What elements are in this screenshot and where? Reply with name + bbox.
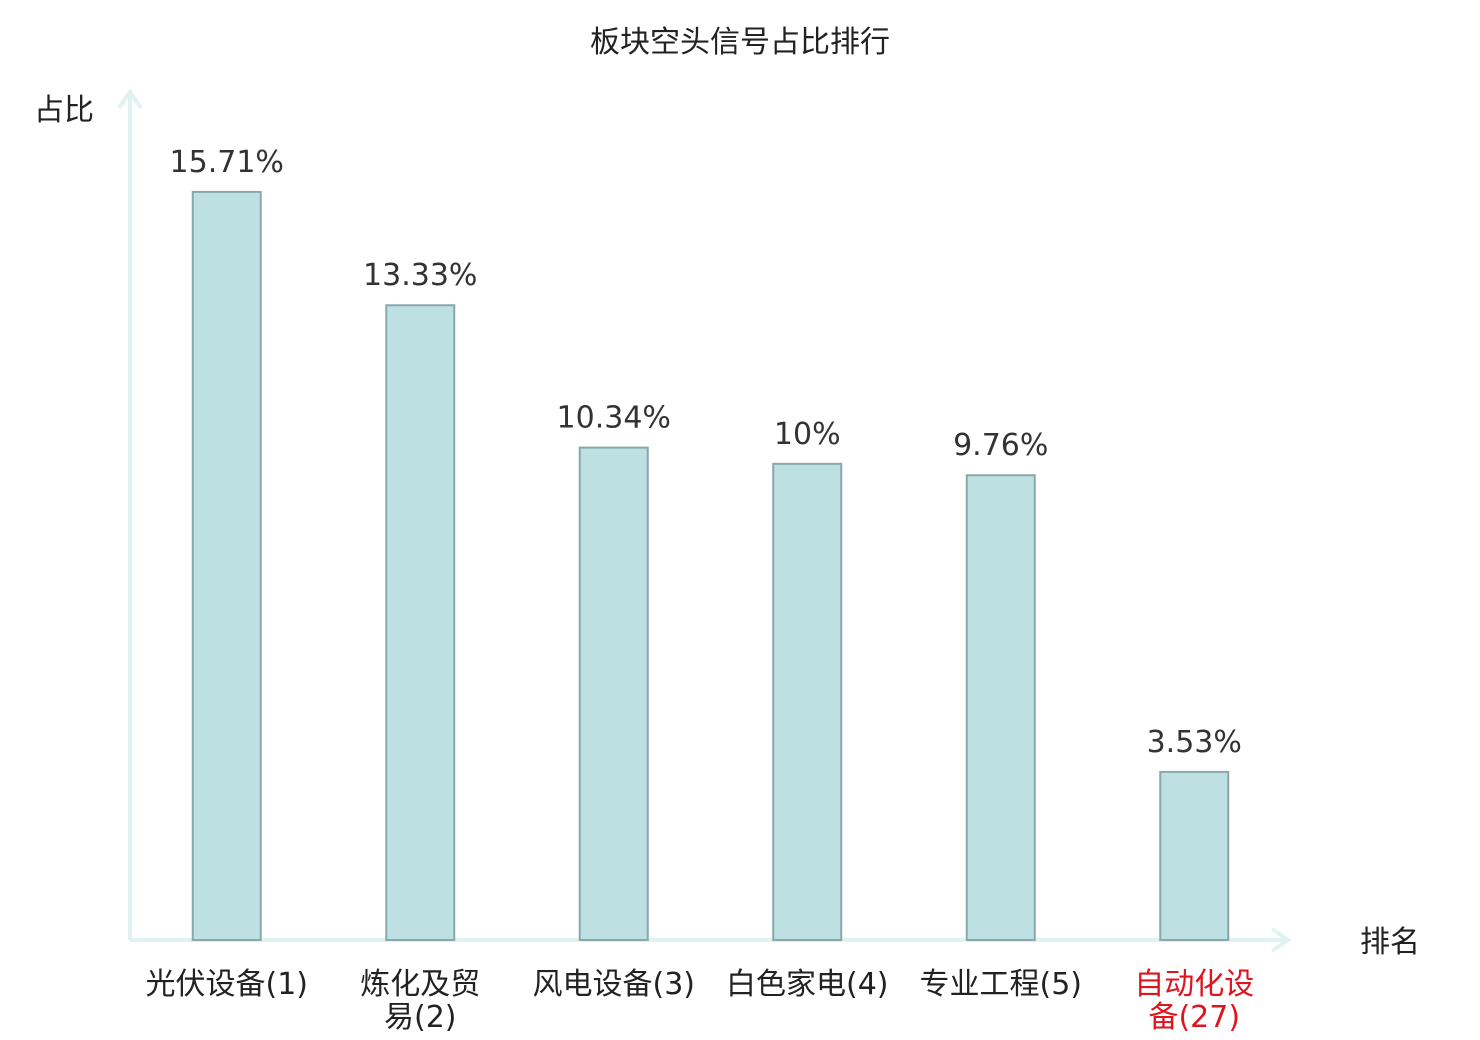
x-tick-label-2: 炼化及贸易(2) xyxy=(360,967,480,1035)
x-axis-label: 排名 xyxy=(1360,925,1420,960)
bar-6 xyxy=(1159,770,1230,942)
x-tick-label-6: 自动化设备(27) xyxy=(1134,967,1254,1035)
x-tick-label-line: 自动化设 xyxy=(1134,967,1254,1002)
y-axis xyxy=(117,88,143,940)
bar-4 xyxy=(772,462,843,941)
value-label-5: 9.76% xyxy=(953,428,1048,463)
x-tick-label-line: 风电设备(3) xyxy=(533,967,696,1002)
x-tick-label-5: 专业工程(5) xyxy=(920,967,1083,1002)
bar-5 xyxy=(965,474,1036,941)
x-tick-labels-group: 光伏设备(1) 炼化及贸易(2) 风电设备(3) 白色家电(4) 专业工程(5) 自动化设… xyxy=(146,967,1255,1035)
value-label-2: 13.33% xyxy=(363,258,477,293)
value-label-3: 10.34% xyxy=(557,401,671,436)
bar-3 xyxy=(578,446,649,941)
y-axis-label: 占比 xyxy=(34,93,94,128)
x-tick-label-line: 白色家电(4) xyxy=(726,967,889,1002)
x-tick-label-3: 风电设备(3) xyxy=(533,967,696,1002)
bar-2 xyxy=(385,304,456,941)
x-axis xyxy=(130,927,1292,953)
x-tick-label-line: 炼化及贸 xyxy=(360,967,480,1002)
x-tick-label-4: 白色家电(4) xyxy=(726,967,889,1002)
bar-1 xyxy=(191,190,262,941)
value-label-6: 3.53% xyxy=(1147,725,1242,760)
value-label-1: 15.71% xyxy=(170,145,284,180)
x-tick-label-line: 易(2) xyxy=(384,1000,457,1035)
value-labels-group: 15.71% 13.33% 10.34% 10% 9.76% 3.53% xyxy=(170,145,1242,760)
value-label-4: 10% xyxy=(774,417,841,452)
x-tick-label-1: 光伏设备(1) xyxy=(146,967,309,1002)
x-tick-label-line: 备(27) xyxy=(1148,1000,1240,1035)
chart-title: 板块空头信号占比排行 xyxy=(590,25,890,60)
x-tick-label-line: 光伏设备(1) xyxy=(146,967,309,1002)
bars-group xyxy=(191,190,1230,942)
x-tick-label-line: 专业工程(5) xyxy=(920,967,1083,1002)
